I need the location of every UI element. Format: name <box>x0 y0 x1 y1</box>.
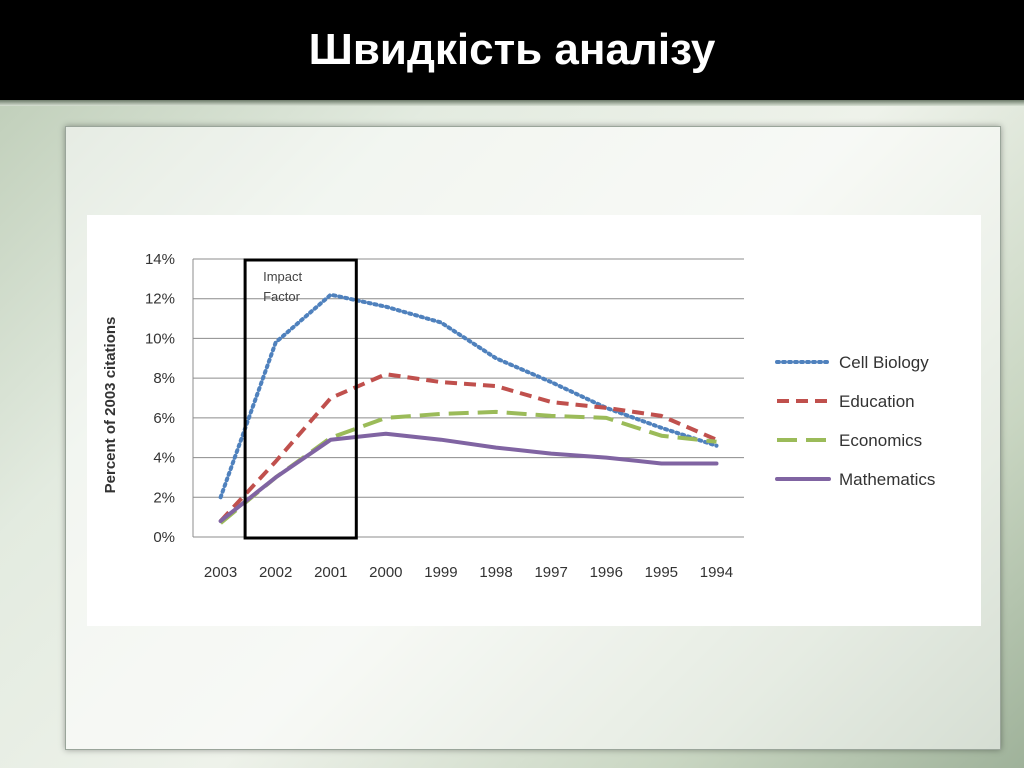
impact-factor-box <box>243 258 358 540</box>
series-layer <box>218 292 719 525</box>
impact-factor-annotation: Impact Factor <box>243 258 358 540</box>
series-line-economics <box>219 409 717 525</box>
y-tick-label: 8% <box>153 370 175 387</box>
y-tick-labels: 0% 2% 4% 6% 8% 10% 12% 14% <box>145 251 175 546</box>
legend-label: Economics <box>839 431 922 450</box>
y-tick-label: 0% <box>153 529 175 546</box>
y-tick-label: 2% <box>153 489 175 506</box>
y-tick-label: 6% <box>153 410 175 427</box>
slide-title: Швидкість аналізу <box>308 25 716 74</box>
title-bar: Швидкість аналізу <box>0 0 1024 100</box>
x-tick-label: 1997 <box>534 564 567 581</box>
series-line-cell-biology <box>218 292 719 500</box>
legend-label: Education <box>839 392 915 411</box>
x-tick-label: 1998 <box>479 564 512 581</box>
x-tick-label: 1999 <box>424 564 457 581</box>
x-tick-label: 2000 <box>369 564 402 581</box>
series-line-mathematics <box>218 431 719 524</box>
impact-factor-label-line1: Impact <box>263 269 302 284</box>
y-tick-label: 14% <box>145 251 175 268</box>
legend-label: Cell Biology <box>839 353 929 372</box>
x-tick-label: 2002 <box>259 564 292 581</box>
x-tick-label: 1995 <box>645 564 678 581</box>
legend-label: Mathematics <box>839 470 935 489</box>
y-tick-label: 10% <box>145 330 175 347</box>
x-tick-labels: 2003 2002 2001 2000 1999 1998 1997 1996 1995 1994 <box>204 564 733 581</box>
x-tick-label: 2001 <box>314 564 347 581</box>
legend: Cell Biology Education Economics Mathematic… <box>775 353 935 489</box>
chart-panel: 0% 2% 4% 6% 8% 10% 12% 14% 2003 2002 2001 2000 1999… <box>87 215 981 626</box>
y-axis-label: Percent of 2003 citations <box>102 317 119 494</box>
x-tick-label: 1996 <box>590 564 623 581</box>
x-tick-label: 2003 <box>204 564 237 581</box>
y-tick-label: 4% <box>153 450 175 467</box>
title-divider <box>0 100 1024 106</box>
y-tick-label: 12% <box>145 291 175 308</box>
x-tick-label: 1994 <box>700 564 733 581</box>
line-chart: 0% 2% 4% 6% 8% 10% 12% 14% 2003 2002 2001 2000 1999… <box>102 251 935 581</box>
impact-factor-label-line2: Factor <box>263 289 301 304</box>
series-line-education <box>219 372 718 523</box>
